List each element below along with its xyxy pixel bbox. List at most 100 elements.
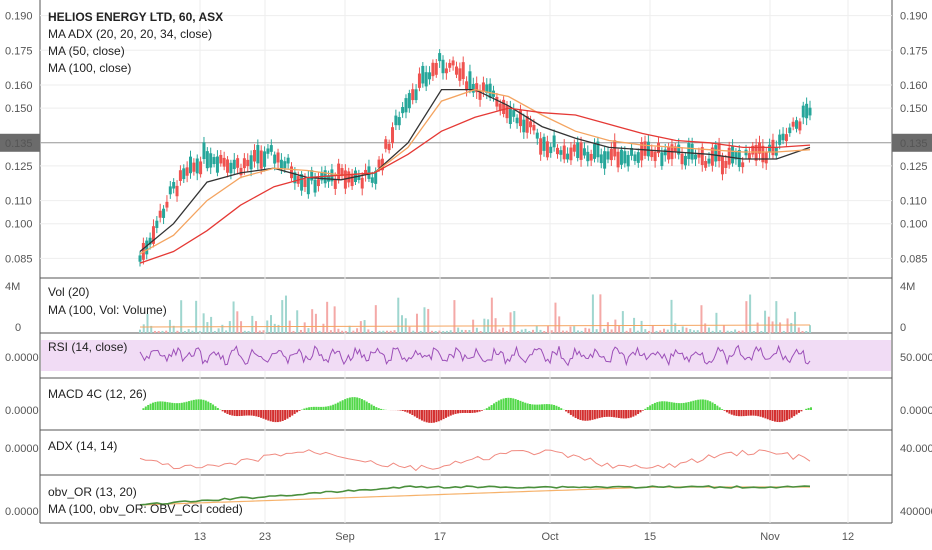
macd-bar [531,404,534,410]
price-tick-left: 0.150 [5,103,33,115]
volume-bar [180,300,183,333]
macd-bar [797,410,800,413]
candle-body [162,208,166,218]
candle-body [616,151,620,168]
macd-bar [668,401,671,410]
volume-bar [273,323,276,333]
volume-bar [284,295,287,333]
volume-bar [677,329,680,333]
candle-body [481,82,485,92]
price-tick-left: 0.190 [5,11,33,23]
macd-bar [509,397,512,410]
macd-bar [308,407,311,410]
volume-bar [786,318,789,333]
volume-bar [475,327,478,333]
volume-bar [232,301,235,333]
macd-bar [305,407,308,410]
macd-bar [447,410,450,417]
macd-bar [644,408,647,410]
macd-bar [382,409,385,410]
volume-bar [651,325,654,333]
macd-bar [488,406,491,410]
obv-line [139,485,811,506]
overlay-label: MA (50, close) [48,44,125,58]
candle-body [380,158,384,171]
volume-bar [749,294,752,333]
macd-bar [625,410,628,419]
macd-bar [368,403,371,410]
overlay-label: MA (100, close) [48,61,131,75]
candle-body [377,159,381,168]
candle-body [448,62,452,68]
time-axis-label: Nov [760,531,780,543]
candle-body [215,156,219,173]
candle-body [451,60,455,66]
macd-bar [353,397,356,410]
ma-100-line [139,107,811,264]
volume-bar [711,330,714,333]
macd-bar [783,410,786,422]
volume-bar [561,330,564,333]
candle-body [555,147,559,155]
candle-body [784,134,788,142]
volume-bar [771,321,774,333]
volume-bar [532,329,535,333]
volume-bar [704,323,707,333]
candle-body [185,167,189,176]
volume-bar [442,331,445,333]
candle-body [431,62,435,77]
candle-body [421,65,425,84]
macd-bar [677,403,680,410]
volume-tick-zero-right: 0 [900,322,906,334]
macd-bar [601,410,604,418]
volume-bar [618,325,621,333]
candle-body [643,141,647,156]
macd-bar [440,410,443,421]
macd-bar [276,410,279,423]
adx-tick-left: 0.0000 [5,443,39,455]
macd-bar [252,410,255,416]
volume-tick-top-left: 4M [5,281,20,293]
volume-bar [453,300,456,333]
volume-label: Vol (20) [48,285,89,299]
macd-bar [404,410,407,412]
volume-bar [434,330,437,333]
candle-body [155,220,159,228]
volume-bar [142,324,145,333]
macd-bar [721,409,724,410]
macd-bar [142,408,145,410]
macd-bar [661,401,664,410]
macd-bar [144,406,147,410]
macd-bar [260,410,263,418]
macd-bar [680,403,683,410]
macd-bar [168,402,171,410]
volume-bar [423,307,426,333]
volume-bar [741,330,744,333]
macd-bar [183,402,186,410]
candle-body [488,83,492,98]
candle-body [667,146,671,160]
macd-bar [807,407,810,410]
macd-bar [810,407,812,410]
candle-body [394,115,398,126]
volume-bar [764,310,767,333]
macd-bar [507,397,510,410]
macd-bar [757,410,760,417]
macd-bar [228,410,231,415]
macd-bar [164,401,167,410]
volume-bar [281,300,284,333]
macd-bar [180,402,183,410]
macd-bar [560,408,563,410]
volume-bar [524,328,527,333]
candle-body [202,142,206,160]
candle-body [276,152,280,163]
volume-bar [438,330,441,333]
macd-bar [284,410,287,420]
volume-bar [408,326,411,333]
macd-bar [581,410,584,421]
macd-bar [250,410,253,416]
macd-bar [363,400,366,410]
volume-bar [464,329,467,333]
macd-bar [274,410,277,423]
